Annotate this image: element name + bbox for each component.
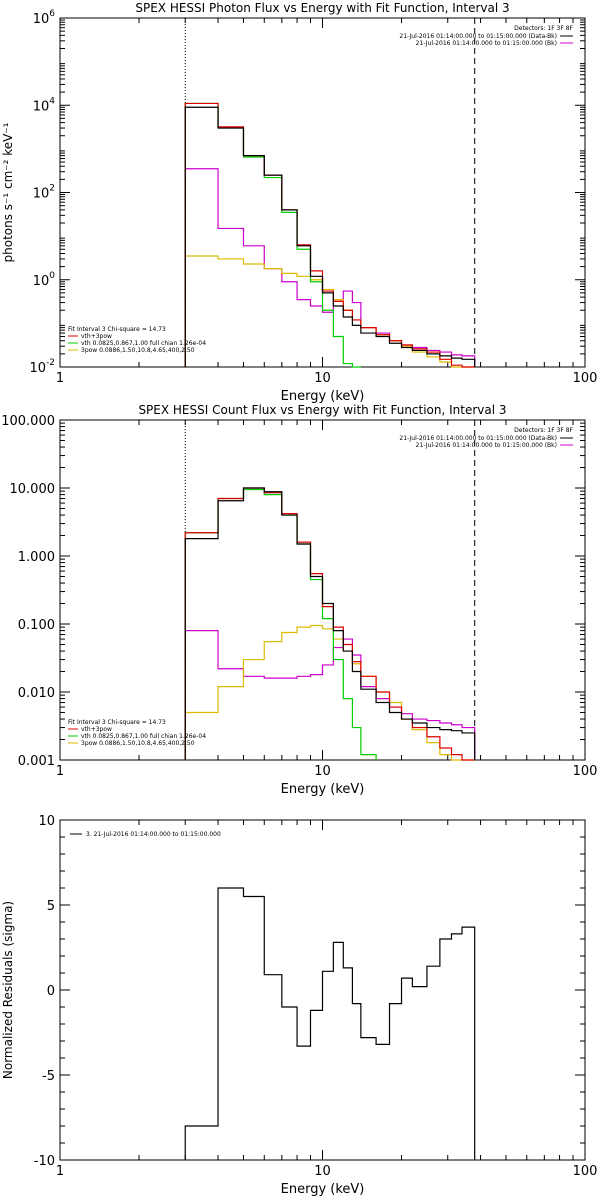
y-tick-label: 0.010 — [18, 686, 55, 701]
fit-legend-entry: vth+3pow — [81, 333, 112, 340]
series-0-histogram — [184, 887, 476, 1160]
legend-header: Detectors: 1F 3F 8F — [514, 427, 573, 434]
x-tick-label: 10 — [314, 1164, 331, 1179]
y-tick-base: -5 — [42, 1069, 55, 1084]
y-tick-label: 10.000 — [10, 482, 56, 497]
chart-title: SPEX HESSI Photon Flux vs Energy with Fi… — [135, 1, 509, 15]
y-tick-label: 1.000 — [18, 550, 55, 565]
series-4-histogram — [184, 168, 476, 367]
y-tick-label: -5 — [42, 1069, 55, 1084]
y-tick-base: 10.000 — [10, 482, 56, 497]
fit-legend-header: Fit Interval 3 Chi-square = 14.73 — [68, 326, 166, 333]
y-tick-label: 5 — [47, 899, 55, 914]
y-tick-base: 10 — [33, 187, 50, 202]
y-tick-exponent: 0 — [49, 271, 55, 281]
y-tick-base: 10 — [33, 274, 50, 289]
x-tick-label: 1 — [56, 1164, 64, 1179]
legend-header: Detectors: 1F 3F 8F — [514, 25, 573, 32]
y-tick-base: 10 — [33, 12, 50, 27]
residual-legend-entry: 3. 21-Jul-2016 01:14:00.000 to 01:15:00.… — [86, 831, 221, 838]
x-axis-label: Energy (keV) — [281, 1182, 365, 1197]
fit-legend-entry: vth+3pow — [81, 726, 112, 733]
legend-entry: 21-Jul-2016 01:14:00.000 to 01:15:00.000… — [416, 40, 557, 47]
legend-entry: 21-Jul-2016 01:14:00.000 to 01:15:00.000… — [399, 33, 557, 40]
x-tick-label: 100 — [573, 1164, 598, 1179]
x-tick-label: 10 — [314, 764, 331, 779]
y-tick-base: 1.000 — [18, 550, 55, 565]
y-tick-label: 104 — [33, 96, 56, 114]
y-tick-exponent: 6 — [49, 9, 55, 19]
y-tick-exponent: 2 — [49, 184, 55, 194]
series-1-histogram — [184, 487, 475, 761]
y-tick-exponent: -2 — [46, 358, 55, 368]
x-axis-label: Energy (keV) — [281, 389, 365, 404]
y-tick-label: 106 — [33, 9, 56, 27]
y-tick-base: 5 — [47, 899, 55, 914]
y-tick-base: 0.010 — [18, 686, 55, 701]
series-1-histogram — [184, 102, 475, 368]
x-tick-label: 1 — [56, 371, 64, 386]
y-tick-label: 0.100 — [18, 618, 55, 633]
x-tick-label: 10 — [314, 371, 331, 386]
chart-title: SPEX HESSI Count Flux vs Energy with Fit… — [138, 403, 506, 417]
y-axis-label: photons s⁻¹ cm⁻² keV⁻¹ — [1, 122, 15, 262]
series-0-histogram — [184, 106, 476, 367]
y-tick-label: 0 — [47, 984, 55, 999]
y-tick-label: 10 — [38, 814, 55, 829]
x-tick-label: 100 — [573, 764, 598, 779]
legend-entry: 21-Jul-2016 01:14:00.000 to 01:15:00.000… — [399, 435, 557, 442]
fit-legend-entry: 3pow 0.0886,1.50,10.8,4.65,400,2.50 — [81, 347, 195, 354]
x-tick-label: 100 — [573, 371, 598, 386]
y-tick-base: 0.100 — [18, 618, 55, 633]
y-tick-base: 10 — [33, 99, 50, 114]
y-tick-label: 10-2 — [29, 358, 55, 376]
y-tick-label: 0.001 — [18, 754, 55, 769]
y-tick-base: 10 — [29, 361, 46, 376]
y-tick-base: 10 — [38, 814, 55, 829]
photon-flux-panel: SPEX HESSI Photon Flux vs Energy with Fi… — [1, 1, 597, 404]
plot-frame — [59, 17, 586, 368]
y-axis-label: Normalized Residuals (sigma) — [1, 901, 15, 1079]
fit-legend-entry: vth 0.0825,0.867,1.00 full chian 1.26e-0… — [81, 733, 206, 740]
legend-entry: 21-Jul-2016 01:14:00.000 to 01:15:00.000… — [416, 442, 557, 449]
x-axis-label: Energy (keV) — [281, 782, 365, 797]
residuals-panel: 1 10 100 -10 -5 0 5 10 Energy (keV) Normalized Re… — [1, 814, 597, 1197]
series-3-histogram — [184, 624, 475, 761]
series-2-histogram — [184, 488, 377, 760]
y-tick-base: 0.001 — [18, 754, 55, 769]
count-flux-panel: SPEX HESSI Count Flux vs Energy with Fit… — [1, 403, 597, 797]
y-tick-exponent: 4 — [49, 96, 55, 106]
y-tick-label: 100.000 — [1, 414, 55, 429]
fit-legend-entry: vth 0.0825,0.867,1.00 full chian 1.26e-0… — [81, 340, 206, 347]
series-4-histogram — [184, 629, 476, 760]
y-tick-label: -10 — [34, 1154, 55, 1169]
fit-legend-entry: 3pow 0.0886,1.50,10.8,4.65,400,2.50 — [81, 740, 195, 747]
series-2-histogram — [184, 102, 361, 368]
y-tick-base: 100.000 — [1, 414, 55, 429]
series-0-histogram — [184, 487, 476, 760]
y-tick-base: -10 — [34, 1154, 55, 1169]
x-tick-label: 1 — [56, 764, 64, 779]
y-tick-label: 100 — [33, 271, 56, 289]
fit-legend-header: Fit Interval 3 Chi-square = 14.73 — [68, 719, 166, 726]
y-tick-base: 0 — [47, 984, 55, 999]
y-tick-label: 102 — [33, 184, 55, 202]
